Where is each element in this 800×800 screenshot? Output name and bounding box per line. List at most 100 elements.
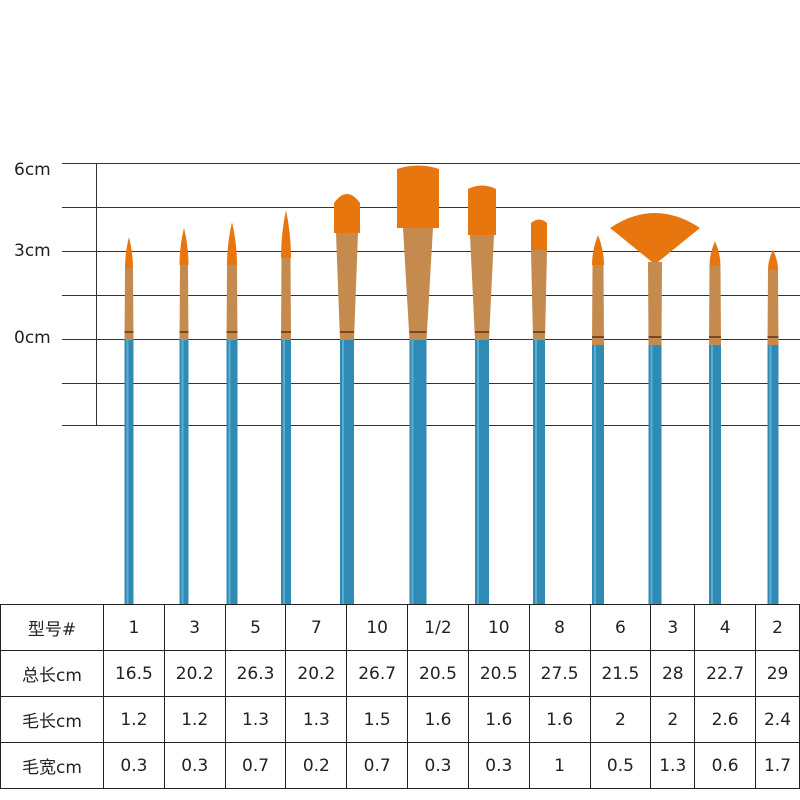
brush-bristles [468,185,496,235]
table-cell: 2 [650,696,696,743]
brush-handle-highlight [283,340,285,605]
brush-bristles [531,219,547,250]
brush-bristles [179,228,189,265]
table-cell: 2 [589,696,652,743]
brush-illustration [124,165,779,605]
scale-label-6cm: 6cm [14,160,51,180]
table-cell: 26.7 [346,650,409,697]
table-cell: 0.3 [467,742,530,789]
brush-ferrule [767,270,779,345]
table-cell: 1.3 [224,696,287,743]
table-cell: 6 [589,604,652,651]
spec-table: 型号# 1 3 5 7 10 1/2 10 8 6 3 4 2 总长cm 16.5 20.2 26.3 20.2 2… [0,604,800,789]
table-cell: 1 [528,742,591,789]
table-cell: 10 [346,604,409,651]
table-cell: 1.6 [407,696,469,743]
table-cell: 16.5 [103,650,165,697]
brush-ferrule [648,262,662,345]
table-cell: 21.5 [589,650,652,697]
table-cell: 1/2 [407,604,469,651]
table-cell: 27.5 [528,650,591,697]
brush-handle [648,345,662,605]
table-cell: 1.6 [467,696,530,743]
brush-ferrule [124,268,134,340]
brush-handle-highlight [535,340,537,605]
brush-handle [709,345,721,605]
table-cell: 26.3 [224,650,287,697]
table-cell: 1.6 [528,696,591,743]
table-cell: 2 [755,604,800,651]
table-cell: 0.7 [224,742,287,789]
brush-ferrule [336,233,358,340]
table-cell: 7 [285,604,348,651]
table-cell: 0.7 [346,742,409,789]
table-cell: 1.7 [755,742,800,789]
brush-bristles [709,241,721,266]
brush-ferrule [470,235,494,340]
table-row: 毛宽cm 0.3 0.3 0.7 0.2 0.7 0.3 0.3 1 0.5 1.3 0.6 1.7 [0,742,800,789]
brush-handle-highlight [477,340,479,605]
table-cell: 29 [755,650,800,697]
table-cell: 2.6 [694,696,757,743]
brush-ferrule [281,258,291,340]
brush-handle [409,340,427,605]
table-cell: 1.2 [163,696,226,743]
scale-line [62,425,800,426]
table-cell: 2.4 [755,696,800,743]
scale-vertical-line [96,163,97,425]
scale-label-0cm: 0cm [14,328,51,348]
row-header: 毛长cm [0,696,104,743]
table-row: 型号# 1 3 5 7 10 1/2 10 8 6 3 4 2 [0,604,800,651]
brush-bristles [592,235,604,265]
table-cell: 3 [163,604,226,651]
brush-handle [226,340,238,605]
table-cell: 1 [103,604,165,651]
brush-handle-highlight [126,340,129,605]
brush-ferrule [592,265,604,345]
brush-bristles [334,194,360,233]
brush-handle-highlight [650,345,653,605]
brush-ferrule [226,265,238,340]
table-cell: 1.2 [103,696,165,743]
table-cell: 1.3 [650,742,696,789]
table-cell: 0.2 [285,742,348,789]
table-cell: 10 [467,604,530,651]
brush-handle-highlight [711,345,713,605]
scale-line [62,339,800,340]
table-cell: 0.3 [407,742,469,789]
table-row: 毛长cm 1.2 1.2 1.3 1.3 1.5 1.6 1.6 1.6 2 2 2.6 2.4 [0,696,800,743]
brush-bristles [610,213,700,262]
table-cell: 20.2 [163,650,226,697]
brush-handle [179,340,189,605]
table-cell: 1.5 [346,696,409,743]
table-cell: 0.5 [589,742,652,789]
brush-bristles [768,250,778,270]
table-cell: 0.3 [103,742,165,789]
table-cell: 0.6 [694,742,757,789]
table-cell: 20.2 [285,650,348,697]
brush-ferrule [531,250,547,340]
scale-label-3cm: 3cm [14,241,51,261]
brush-handle-highlight [181,340,184,605]
scale-line [62,383,800,384]
brush-handle [281,340,291,605]
brush-bristles [227,222,237,265]
scale-line [62,295,800,296]
brush-handle-highlight [342,340,344,605]
brush-handle-highlight [594,345,596,605]
table-cell: 20.5 [467,650,530,697]
table-row: 总长cm 16.5 20.2 26.3 20.2 26.7 20.5 20.5 27.5 21.5… [0,650,800,697]
table-cell: 1.3 [285,696,348,743]
table-cell: 5 [224,604,287,651]
table-cell: 0.3 [163,742,226,789]
table-cell: 28 [650,650,696,697]
brush-handle-highlight [411,340,414,605]
row-header: 型号# [0,604,104,651]
scale-line [62,163,800,164]
brush-ferrule [709,266,721,345]
brush-handle [533,340,545,605]
table-cell: 3 [650,604,696,651]
brush-ferrule [403,228,433,340]
brush-bristles [281,210,291,258]
table-cell: 20.5 [407,650,469,697]
